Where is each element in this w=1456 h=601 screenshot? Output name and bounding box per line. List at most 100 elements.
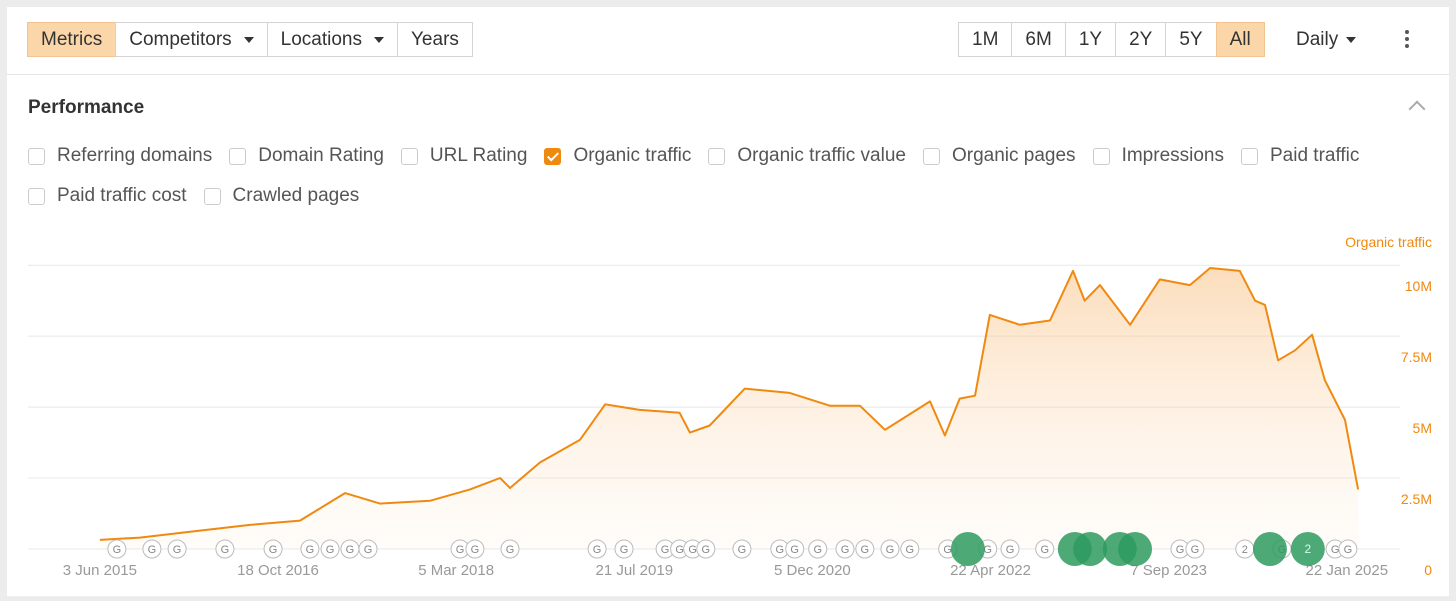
metric-label: Domain Rating	[258, 145, 384, 166]
update-marker	[358, 539, 378, 559]
update-marker-label: G	[983, 544, 992, 556]
metric-option[interactable]: Impressions	[1092, 145, 1224, 167]
metric-option[interactable]: Paid traffic	[1240, 145, 1360, 167]
checkbox[interactable]	[708, 147, 726, 165]
update-marker-label: G	[456, 544, 465, 556]
caret	[243, 36, 254, 43]
highlight-marker	[1290, 532, 1325, 566]
update-marker-label: G	[688, 544, 697, 556]
update-marker-label: G	[861, 544, 870, 556]
caret	[374, 36, 384, 43]
checkbox[interactable]	[28, 187, 45, 205]
range-tab-label: 1M	[972, 28, 999, 50]
update-marker	[900, 539, 920, 559]
update-marker	[1185, 539, 1205, 559]
range-tab[interactable]: 6M	[1011, 22, 1066, 57]
y-tick-label: 2.5M	[1401, 491, 1432, 507]
update-marker	[263, 539, 283, 559]
update-marker	[167, 539, 187, 559]
update-marker-label: G	[943, 544, 952, 556]
metric-label: Organic traffic	[573, 145, 692, 166]
update-marker-label: G	[221, 544, 230, 556]
view-tabs: Metrics Competitors Locations Years	[27, 22, 473, 57]
update-marker-label: G	[1191, 544, 1200, 556]
update-marker-label: G	[738, 544, 747, 556]
update-marker	[785, 539, 805, 559]
metric-option[interactable]: Organic pages	[922, 145, 1076, 167]
range-tab[interactable]: All	[1215, 22, 1265, 57]
more-menu[interactable]	[1405, 30, 1409, 51]
view-tab[interactable]: Years	[397, 22, 473, 57]
metric-option[interactable]: Paid traffic cost	[28, 185, 187, 207]
range-tab[interactable]: 5Y	[1165, 22, 1217, 57]
metric-label: Organic pages	[951, 145, 1076, 166]
metric-label: Impressions	[1121, 145, 1224, 166]
checkbox[interactable]	[544, 147, 562, 165]
view-tab-label: Locations	[280, 28, 362, 50]
x-tick-label: 3 Jun 2015	[63, 562, 137, 579]
range-tab[interactable]: 2Y	[1115, 22, 1167, 57]
update-marker-label: G	[675, 544, 684, 556]
metric-label: URL Rating	[429, 145, 528, 166]
update-marker-label: G	[346, 544, 355, 556]
x-tick-label: 7 Sep 2023	[1130, 562, 1207, 579]
caret	[1346, 36, 1357, 43]
range-tab[interactable]: 1Y	[1064, 22, 1117, 57]
update-marker-label: G	[702, 544, 711, 556]
checkbox[interactable]	[400, 147, 418, 165]
update-marker-label: G	[1176, 544, 1185, 556]
view-tab-label: Metrics	[41, 28, 103, 50]
highlight-marker	[1073, 532, 1108, 566]
checkbox[interactable]	[922, 147, 940, 165]
update-marker-label: G	[506, 544, 515, 556]
update-marker	[880, 539, 900, 559]
checkbox[interactable]	[1240, 147, 1258, 165]
update-marker	[614, 539, 634, 559]
checkbox[interactable]	[203, 187, 221, 205]
y-tick-label: 5M	[1413, 420, 1432, 436]
range-tab-label: 1Y	[1078, 28, 1103, 50]
line	[99, 267, 1360, 541]
metric-option[interactable]: Referring domains	[28, 145, 212, 167]
update-marker-label: G	[148, 544, 157, 556]
highlight-marker	[1118, 532, 1153, 566]
checkbox[interactable]	[28, 147, 45, 165]
metric-label: Paid traffic	[1269, 145, 1360, 166]
metric-option[interactable]: URL Rating	[400, 145, 528, 167]
highlight-marker	[1252, 532, 1287, 566]
interval-dropdown[interactable]: Daily	[1296, 22, 1357, 57]
update-marker-label: G	[1331, 544, 1340, 556]
x-tick-label: 5 Dec 2020	[774, 562, 851, 579]
x-tick-label: 22 Jan 2025	[1306, 562, 1389, 579]
metric-option[interactable]: Organic traffic	[544, 145, 691, 167]
toolbar: Metrics Competitors Locations Years 1M 6M 1Y 2…	[7, 7, 1449, 75]
range-tab[interactable]: 1M	[958, 22, 1013, 57]
checkbox[interactable]	[229, 147, 247, 165]
checkbox[interactable]	[1092, 147, 1110, 165]
update-marker-label: G	[1344, 544, 1353, 556]
range-tabs: 1M 6M 1Y 2Y 5Y All	[958, 22, 1265, 57]
update-marker	[465, 539, 485, 559]
update-marker-label: G	[776, 544, 785, 556]
update-marker-label: G	[906, 544, 915, 556]
update-marker	[320, 539, 340, 559]
update-marker-label: G	[620, 544, 629, 556]
metric-option[interactable]: Organic traffic value	[708, 145, 906, 167]
x-tick-label: 18 Oct 2016	[237, 562, 319, 579]
view-tab[interactable]: Locations	[266, 22, 398, 57]
collapse-toggle[interactable]	[1408, 100, 1426, 118]
section-title: Performance	[28, 97, 145, 118]
update-marker	[107, 539, 127, 559]
metric-option[interactable]: Domain Rating	[229, 145, 384, 167]
update-marker-label: G	[661, 544, 670, 556]
x-tick-label: 21 Jul 2019	[595, 562, 673, 579]
x-tick-label: 22 Apr 2022	[950, 562, 1031, 579]
highlight-marker-label: 2	[1304, 542, 1311, 556]
view-tab[interactable]: Competitors	[115, 22, 268, 57]
range-tab-label: 6M	[1025, 28, 1052, 50]
metric-option[interactable]: Crawled pages	[203, 185, 359, 207]
range-tab-label: All	[1229, 28, 1251, 50]
view-tab[interactable]: Metrics	[27, 22, 117, 57]
view-tab-label: Competitors	[129, 28, 232, 50]
metric-label: Paid traffic cost	[57, 185, 187, 206]
